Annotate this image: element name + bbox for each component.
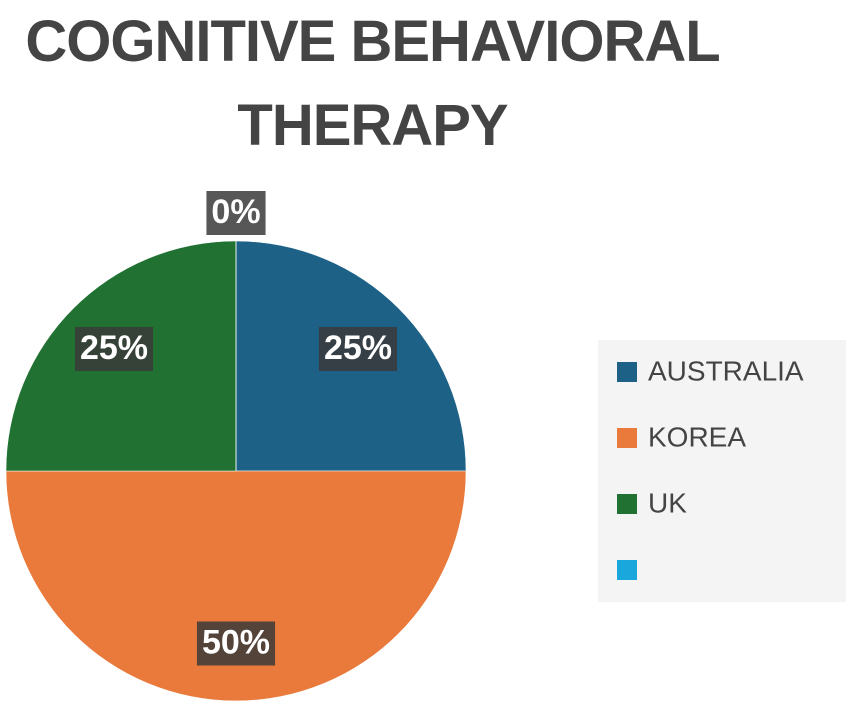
- legend-box: [598, 340, 846, 602]
- legend-label: UK: [648, 487, 687, 518]
- data-label-bg: [74, 327, 154, 372]
- data-label: 50%: [202, 623, 270, 661]
- legend-swatch: [617, 362, 637, 382]
- data-label: 25%: [80, 329, 148, 367]
- data-label: 0%: [211, 193, 260, 231]
- legend-swatch: [617, 560, 637, 580]
- legend-swatch: [617, 494, 637, 514]
- legend-swatch: [617, 428, 637, 448]
- pie-slice: [5, 470, 467, 702]
- legend-label: AUSTRALIA: [648, 355, 804, 386]
- legend-label: KOREA: [648, 421, 746, 452]
- data-label: 25%: [324, 329, 392, 367]
- data-label-bg: [318, 327, 398, 372]
- chart-title: COGNITIVE BEHAVIORAL THERAPY: [25, 9, 720, 158]
- data-label-bg: [206, 191, 266, 235]
- data-label-bg: [196, 621, 276, 666]
